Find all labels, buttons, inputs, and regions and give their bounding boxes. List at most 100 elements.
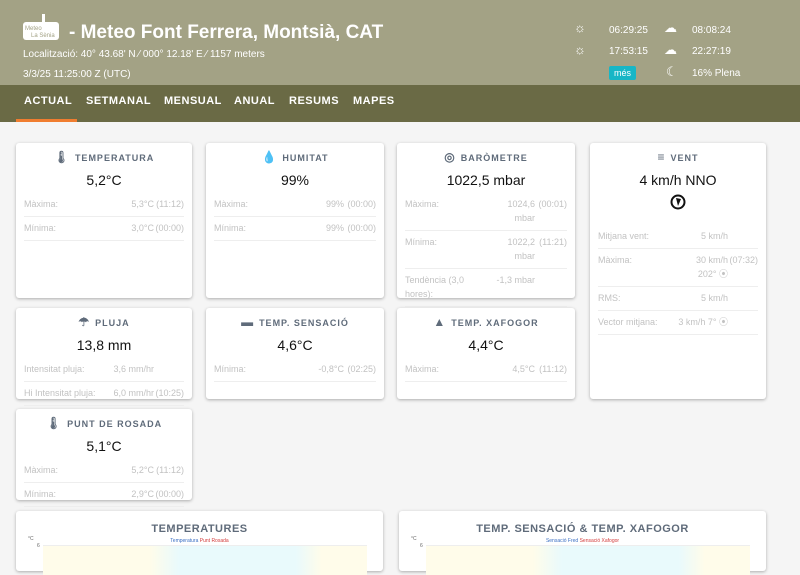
moon-phase-icon: ☾: [666, 64, 678, 79]
card-header: ▲ TEMP. XAFOGOR: [397, 315, 575, 329]
stat-row: Màxima: 99% (00:00): [214, 193, 376, 217]
stat-row: Màxima: 30 km/h 202° ⦿ (07:32): [598, 249, 758, 287]
card-header: ☂ PLUJA: [16, 315, 192, 329]
datetime-text: 3/3/25 11:25:00 Z (UTC): [23, 69, 131, 80]
wind-direction-arrow-icon: [590, 194, 766, 215]
card-value: 4,4°C: [468, 337, 504, 353]
card-header: ▬ TEMP. SENSACIÓ: [206, 315, 384, 329]
legend-item[interactable]: Punt Rosada: [199, 538, 229, 544]
stat-value: 1022,2 mbar: [507, 237, 535, 261]
stat-row: Mínima: 3,0°C (00:00): [24, 217, 184, 241]
y-tick: 6: [37, 543, 40, 549]
tab-anual[interactable]: ANUAL: [234, 95, 275, 107]
stat-row: Mínima: -0,8°C (02:25): [214, 358, 376, 382]
y-tick: 6: [420, 543, 423, 549]
stat-time: [535, 273, 567, 301]
stat-row: Màxima: 5,2°C (11:12): [24, 459, 184, 483]
stat-value: 6,0 mm/hr: [113, 388, 154, 398]
stat-value: 1024,6 mbar: [507, 199, 535, 223]
humidity-drop-icon: 💧: [261, 150, 277, 164]
stat-row: Mínima: 2,9°C (00:00): [24, 483, 184, 507]
stat-row: Màxima: 4,5°C (11:12): [405, 358, 567, 382]
stat-row: Tendència (3,0 hores): -1,3 mbar: [405, 269, 567, 307]
card-value: 13,8 mm: [76, 337, 132, 353]
stat-label: Tendència (3,0 hores):: [405, 275, 465, 299]
stat-row: RMS: 5 km/h: [598, 287, 758, 311]
stat-row: Màxima: 5,3°C (11:12): [24, 193, 184, 217]
heat-index-icon: ▲: [433, 315, 446, 329]
card-title: BARÒMETRE: [460, 153, 528, 163]
card-title: PUNT DE ROSADA: [67, 419, 163, 429]
site-logo[interactable]: Meteo La Sènia: [22, 12, 64, 42]
card-value: 5,2°C: [86, 172, 122, 188]
stat-value: 5 km/h: [700, 231, 728, 241]
stat-time: (00:01): [538, 199, 567, 209]
stat-label: Mínima:: [24, 489, 57, 499]
plot-area: [426, 545, 750, 575]
card-title: TEMPERATURA: [74, 153, 155, 163]
tab-resums[interactable]: RESUMS: [289, 95, 340, 107]
stat-row: Màxima: 1024,6 mbar (00:01): [405, 193, 567, 231]
barometer-icon: ◎: [444, 150, 455, 164]
stat-value: 99%: [325, 223, 344, 233]
y-axis-label: °C: [411, 536, 417, 542]
active-tab-indicator: [16, 119, 77, 122]
stat-value: 3,6 mm/hr: [113, 364, 154, 374]
svg-text:Meteo: Meteo: [25, 26, 42, 32]
stat-time: [728, 229, 758, 243]
stat-value: 99%: [325, 199, 344, 209]
stat-time: [728, 291, 758, 305]
card-value: 4,6°C: [277, 337, 313, 353]
stat-time: (00:00): [155, 489, 184, 499]
card-vent: ≡ VENT 4 km/h NNO Mitjana vent: 5 km/h Màxim…: [590, 143, 766, 399]
temperatures-chart: TEMPERATURES Temperatura Punt Rosada °C …: [16, 511, 383, 575]
plot-area: [43, 545, 367, 575]
card-header: 🌡 PUNT DE ROSADA: [16, 416, 192, 430]
legend-item[interactable]: Temperatura: [170, 538, 199, 544]
stat-value: 5 km/h: [700, 293, 728, 303]
legend-item[interactable]: Sensació Fred: [545, 538, 579, 544]
location-text: Localització: 40° 43.68' N ⁄ 000° 12.18'…: [23, 49, 265, 60]
feels-like-chart: TEMP. SENSACIÓ & TEMP. XAFOGOR Sensació …: [399, 511, 766, 575]
thermometer-icon: 🌡: [53, 150, 69, 164]
stat-time: (02:25): [347, 364, 376, 374]
moonset-time: 22:27:19: [692, 46, 731, 57]
tab-mensual[interactable]: MENSUAL: [164, 95, 222, 107]
card-title: HUMITAT: [282, 153, 329, 163]
stat-label: Mínima:: [214, 364, 247, 374]
stat-row: Mínima: 1022,2 mbar (11:21): [405, 231, 567, 269]
stat-label: Màxima:: [24, 465, 59, 475]
card-temp-xafogor: ▲ TEMP. XAFOGOR 4,4°C Màxima: 4,5°C (11:12): [397, 308, 575, 399]
more-button[interactable]: més: [609, 66, 636, 80]
stat-row: Intensitat pluja: 3,6 mm/hr: [24, 358, 184, 382]
tab-actual[interactable]: ACTUAL: [24, 95, 73, 107]
stat-value: 2,9°C: [131, 489, 154, 499]
card-bar-metre: ◎ BARÒMETRE 1022,5 mbar Màxima: 1024,6 mbar…: [397, 143, 575, 307]
card-title: PLUJA: [95, 318, 130, 328]
umbrella-icon: ☂: [78, 315, 90, 329]
card-title: VENT: [670, 153, 699, 163]
card-header: ◎ BARÒMETRE: [397, 150, 575, 164]
stat-value: 3 km/h 7° ⦿: [678, 317, 728, 327]
card-title: TEMP. SENSACIÓ: [259, 318, 349, 328]
chart-title: TEMP. SENSACIÓ & TEMP. XAFOGOR: [476, 523, 689, 535]
stat-label: Màxima:: [24, 199, 59, 209]
sunrise-icon: ☼: [574, 20, 586, 35]
stat-time: (00:00): [155, 223, 184, 233]
legend-item[interactable]: Sensació Xafogor: [579, 538, 620, 544]
card-header: 💧 HUMITAT: [206, 150, 384, 164]
stat-time: (00:00): [347, 223, 376, 233]
stat-label: Vector mitjana:: [598, 317, 658, 327]
stat-time: [728, 315, 758, 329]
stat-time: (11:21): [539, 237, 567, 247]
tab-mapes[interactable]: MAPES: [353, 95, 395, 107]
card-humitat: 💧 HUMITAT 99% Màxima: 99% (00:00) Mínima: 99%(…: [206, 143, 384, 298]
moonrise-icon: ☁: [664, 20, 677, 35]
svg-text:La Sènia: La Sènia: [31, 33, 55, 39]
stat-time: (11:12): [156, 465, 184, 475]
station-title: - Meteo Font Ferrera, Montsià, CAT: [69, 22, 384, 43]
tab-setmanal[interactable]: SETMANAL: [86, 95, 152, 107]
stat-row: Hi Intensitat pluja: 6,0 mm/hr (10:25): [24, 382, 184, 406]
stat-label: Intensitat pluja:: [24, 364, 85, 374]
moonrise-time: 08:08:24: [692, 25, 731, 36]
